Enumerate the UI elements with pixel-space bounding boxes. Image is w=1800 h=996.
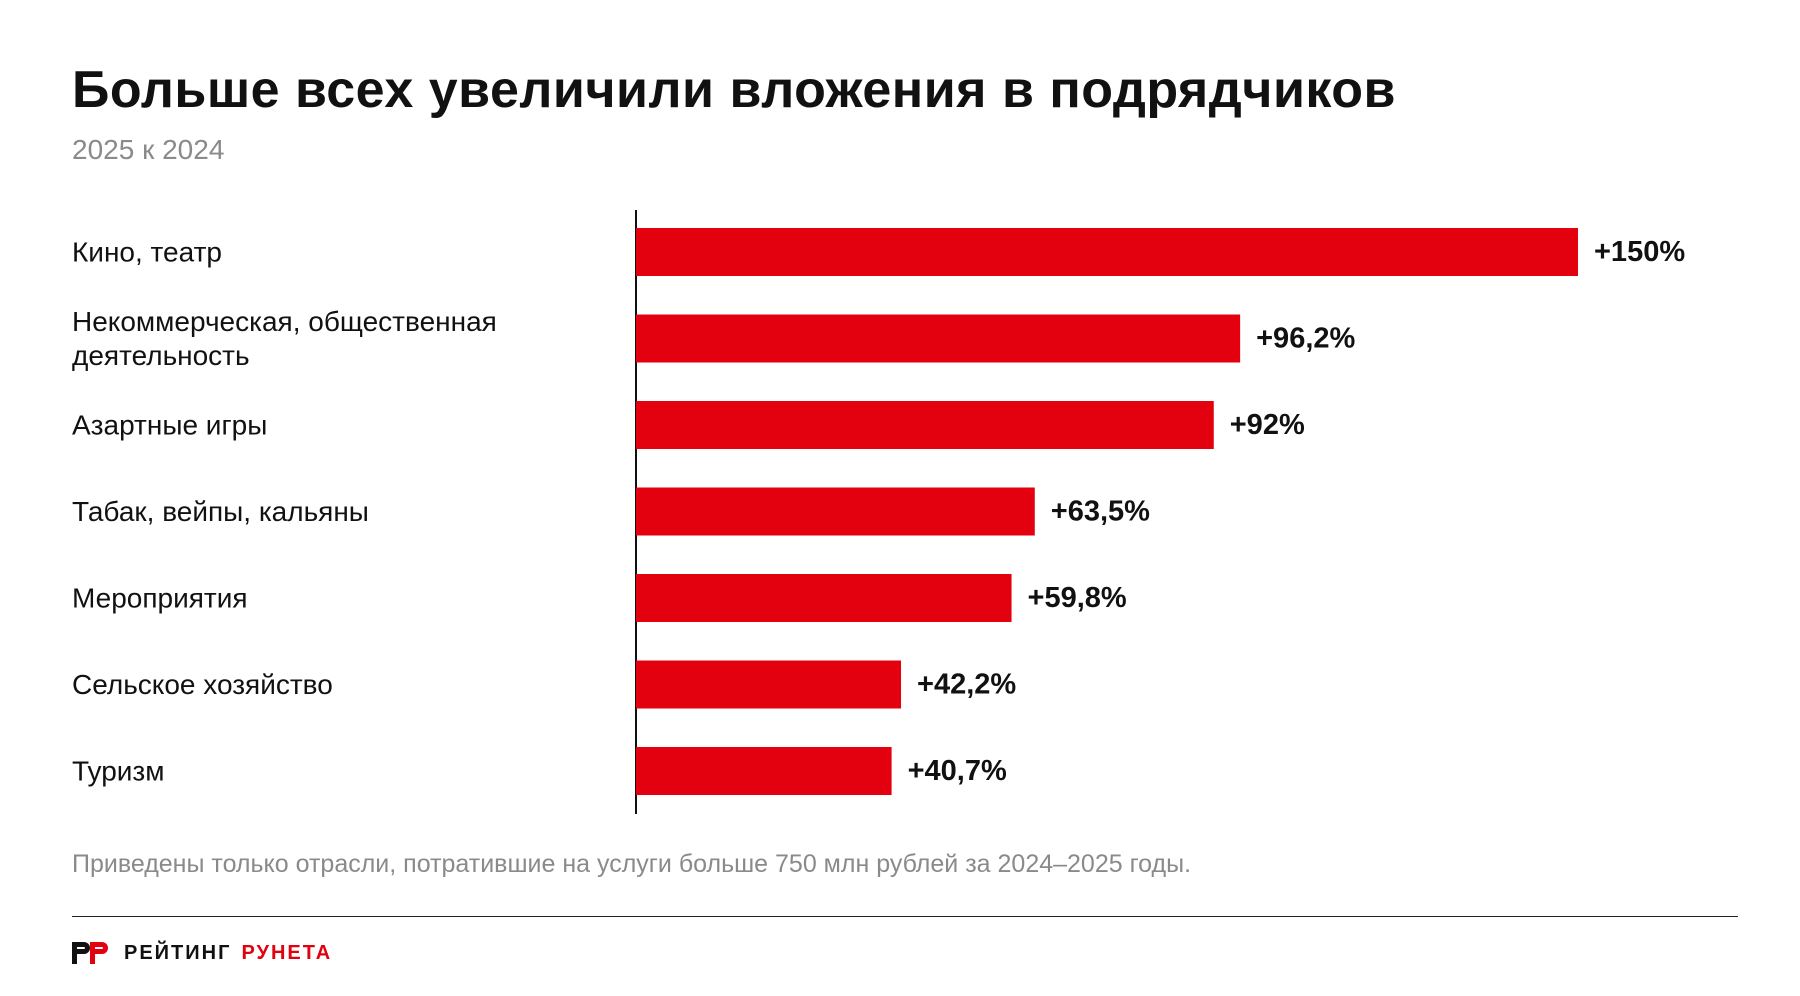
bar-2 (636, 401, 1214, 449)
brand-word-runeta: РУНЕТА (241, 941, 333, 964)
footnote: Приведены только отрасли, потратившие на… (72, 850, 1192, 878)
category-label-6: Туризм (72, 756, 165, 787)
value-label-2: +92% (1230, 409, 1305, 441)
bar-3 (636, 487, 1035, 536)
category-label-5: Сельское хозяйство (72, 669, 333, 700)
category-label-1-line-0: Некоммерческая, общественная (72, 306, 497, 337)
category-label-1-line-1: деятельность (72, 340, 250, 371)
rr-logo-icon (72, 942, 108, 964)
category-label-4: Мероприятия (72, 583, 248, 614)
value-label-1: +96,2% (1256, 323, 1355, 355)
category-label-0: Кино, театр (72, 237, 222, 268)
value-label-6: +40,7% (908, 755, 1007, 787)
bar-4 (636, 574, 1012, 622)
value-label-3: +63,5% (1051, 496, 1150, 528)
brand-logo-block: РЕЙТИНГ РУНЕТА (72, 940, 332, 966)
value-label-0: +150% (1594, 236, 1685, 268)
brand-word-reyting: РЕЙТИНГ (124, 941, 232, 964)
value-label-5: +42,2% (917, 669, 1016, 701)
bar-5 (636, 660, 902, 709)
bar-0 (636, 228, 1578, 276)
bar-6 (636, 747, 892, 795)
category-label-3: Табак, вейпы, кальяны (72, 496, 369, 527)
category-label-2: Азартные игры (72, 410, 267, 441)
value-label-4: +59,8% (1028, 582, 1127, 614)
bar-chart: +150% Кино, театр +96,2% Некоммерческая, об… (72, 210, 1685, 814)
chart-subtitle: 2025 к 2024 (72, 134, 225, 165)
chart-title: Больше всех увеличили вложения в подрядч… (72, 61, 1397, 119)
footer-divider (72, 916, 1738, 917)
bar-1 (636, 314, 1241, 363)
